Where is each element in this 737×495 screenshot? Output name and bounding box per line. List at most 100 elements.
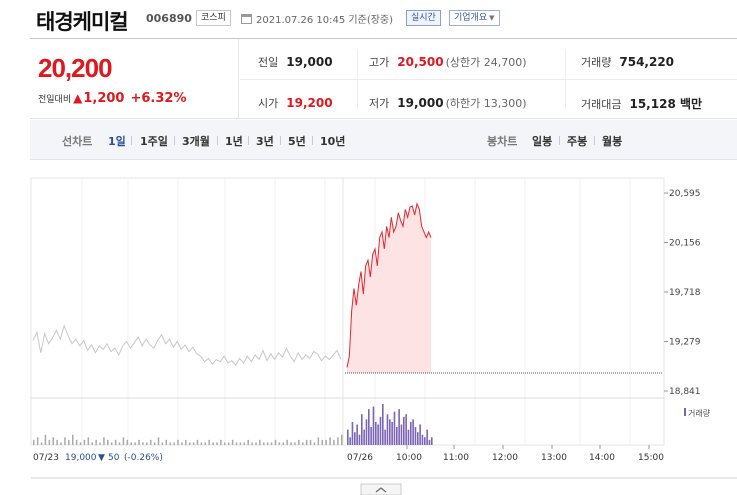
quote-summary: 20,200 전일대비 ▲1,200 +6.32% 전일 19,000 시가 19,20…: [30, 38, 737, 119]
volume-bar: [44, 434, 47, 445]
volume-bar: [40, 442, 43, 445]
tab-5year[interactable]: 5년: [288, 135, 306, 148]
tab-3month[interactable]: 3개월: [182, 135, 210, 148]
y-tick-label: 19,718: [669, 288, 701, 298]
volume-bar: [305, 439, 308, 445]
volume-bar: [372, 406, 375, 445]
volume-bar: [87, 437, 90, 445]
volume-bar: [337, 437, 339, 445]
volume-bar: [414, 427, 417, 445]
volume-bar: [391, 421, 393, 445]
x-tick-label: 13:00: [541, 453, 567, 463]
volume-bar: [400, 424, 403, 445]
collapse-button: [360, 483, 402, 495]
volume-bar: [107, 439, 109, 445]
volume-bar: [79, 442, 82, 445]
volume-bar: [188, 442, 191, 445]
volume-bar: [122, 437, 125, 445]
tab-separator: [217, 136, 218, 145]
volume-bar: [431, 437, 433, 445]
volume-bar: [333, 439, 335, 445]
volume-bar: [177, 439, 179, 445]
volume-bar: [52, 437, 54, 445]
volume-bar: [396, 427, 398, 445]
volume-bar: [227, 442, 230, 445]
volume-bar: [405, 414, 407, 445]
volume-bar: [153, 442, 156, 445]
tab-1week[interactable]: 1주일: [140, 135, 168, 148]
stat-label: 저가: [369, 97, 390, 110]
tab-10year[interactable]: 10년: [320, 135, 346, 148]
volume-bar: [412, 419, 414, 445]
volume-bar: [68, 439, 70, 445]
stat-value: 19,200: [286, 96, 333, 110]
volume-bar: [169, 442, 171, 445]
volume-bar: [192, 442, 195, 445]
volume-bar: [274, 439, 277, 445]
stat-low: 저가 19,000 (하한가 13,300): [369, 95, 527, 111]
today-price-line: [346, 202, 432, 368]
tab-3year[interactable]: 3년: [256, 135, 274, 148]
tab-1year[interactable]: 1년: [225, 135, 243, 148]
volume-bar: [403, 416, 405, 445]
volume-bar: [165, 439, 168, 445]
stat-prev-close: 전일 19,000: [258, 54, 333, 70]
volume-bar: [309, 439, 312, 445]
change-label: 전일대비: [38, 95, 72, 105]
volume-bar: [118, 442, 121, 445]
company-overview-label: 기업개요: [454, 13, 488, 23]
volume-bar: [410, 421, 412, 445]
tab-1day[interactable]: 1일: [108, 135, 126, 148]
stat-sub: (하한가 13,300): [445, 97, 527, 110]
change-value: 1,200: [83, 91, 125, 106]
volume-bar: [358, 434, 361, 445]
volume-bar: [363, 429, 365, 445]
volume-bar: [417, 432, 419, 445]
prev-day-close: 19,000: [65, 453, 97, 463]
volume-bar: [220, 439, 222, 445]
candle-chart-title: 봉차트: [487, 135, 518, 148]
x-tick-label: 10:00: [396, 453, 422, 463]
x-tick-label: 15:00: [638, 453, 664, 463]
stat-value: 15,128: [629, 97, 676, 111]
volume-bar: [204, 442, 207, 445]
volume-bar: [375, 421, 377, 445]
volume-bar: [200, 442, 203, 445]
y-tick-label: 20,595: [669, 189, 701, 199]
tab-monthly-candle[interactable]: 월봉: [602, 135, 623, 148]
volume-bar: [393, 411, 396, 445]
realtime-button[interactable]: 실시간: [406, 10, 441, 26]
tab-weekly-candle[interactable]: 주봉: [567, 135, 588, 148]
volume-bar: [421, 434, 424, 445]
volume-bar: [173, 442, 175, 445]
volume-bar: [36, 437, 39, 445]
volume-bar: [212, 442, 214, 445]
market-badge: 코스피: [196, 10, 231, 26]
tab-separator: [174, 136, 175, 145]
tab-daily-candle[interactable]: 일봉: [532, 135, 553, 148]
x-tick-label: 07/26: [347, 453, 373, 463]
volume-legend-swatch: [684, 408, 686, 416]
tab-separator: [280, 136, 281, 145]
volume-bar: [386, 414, 389, 445]
volume-bar: [138, 439, 140, 445]
stat-label: 전일: [258, 56, 279, 69]
volume-bar: [298, 439, 300, 445]
volume-bar: [329, 437, 331, 445]
prev-day-line: [32, 324, 342, 367]
volume-bar: [64, 437, 66, 445]
quote-datetime: 2021.07.26 10:45 기준(장중): [241, 11, 393, 26]
tab-separator: [131, 136, 132, 145]
volume-bar: [185, 439, 187, 445]
company-overview-dropdown[interactable]: 기업개요 ▼: [449, 10, 500, 26]
x-tick-label: 12:00: [492, 453, 518, 463]
volume-bar: [181, 442, 183, 445]
datetime-text: 2021.07.26 10:45 기준(장중): [256, 15, 394, 26]
tab-separator: [248, 136, 249, 145]
volume-bar: [349, 437, 351, 445]
volume-bar: [99, 442, 101, 445]
volume-bar: [161, 442, 164, 445]
up-arrow-icon: ▲: [73, 91, 83, 105]
prev-day-rate: (-0.26%): [124, 453, 163, 463]
chevron-down-icon: ▼: [489, 14, 495, 22]
